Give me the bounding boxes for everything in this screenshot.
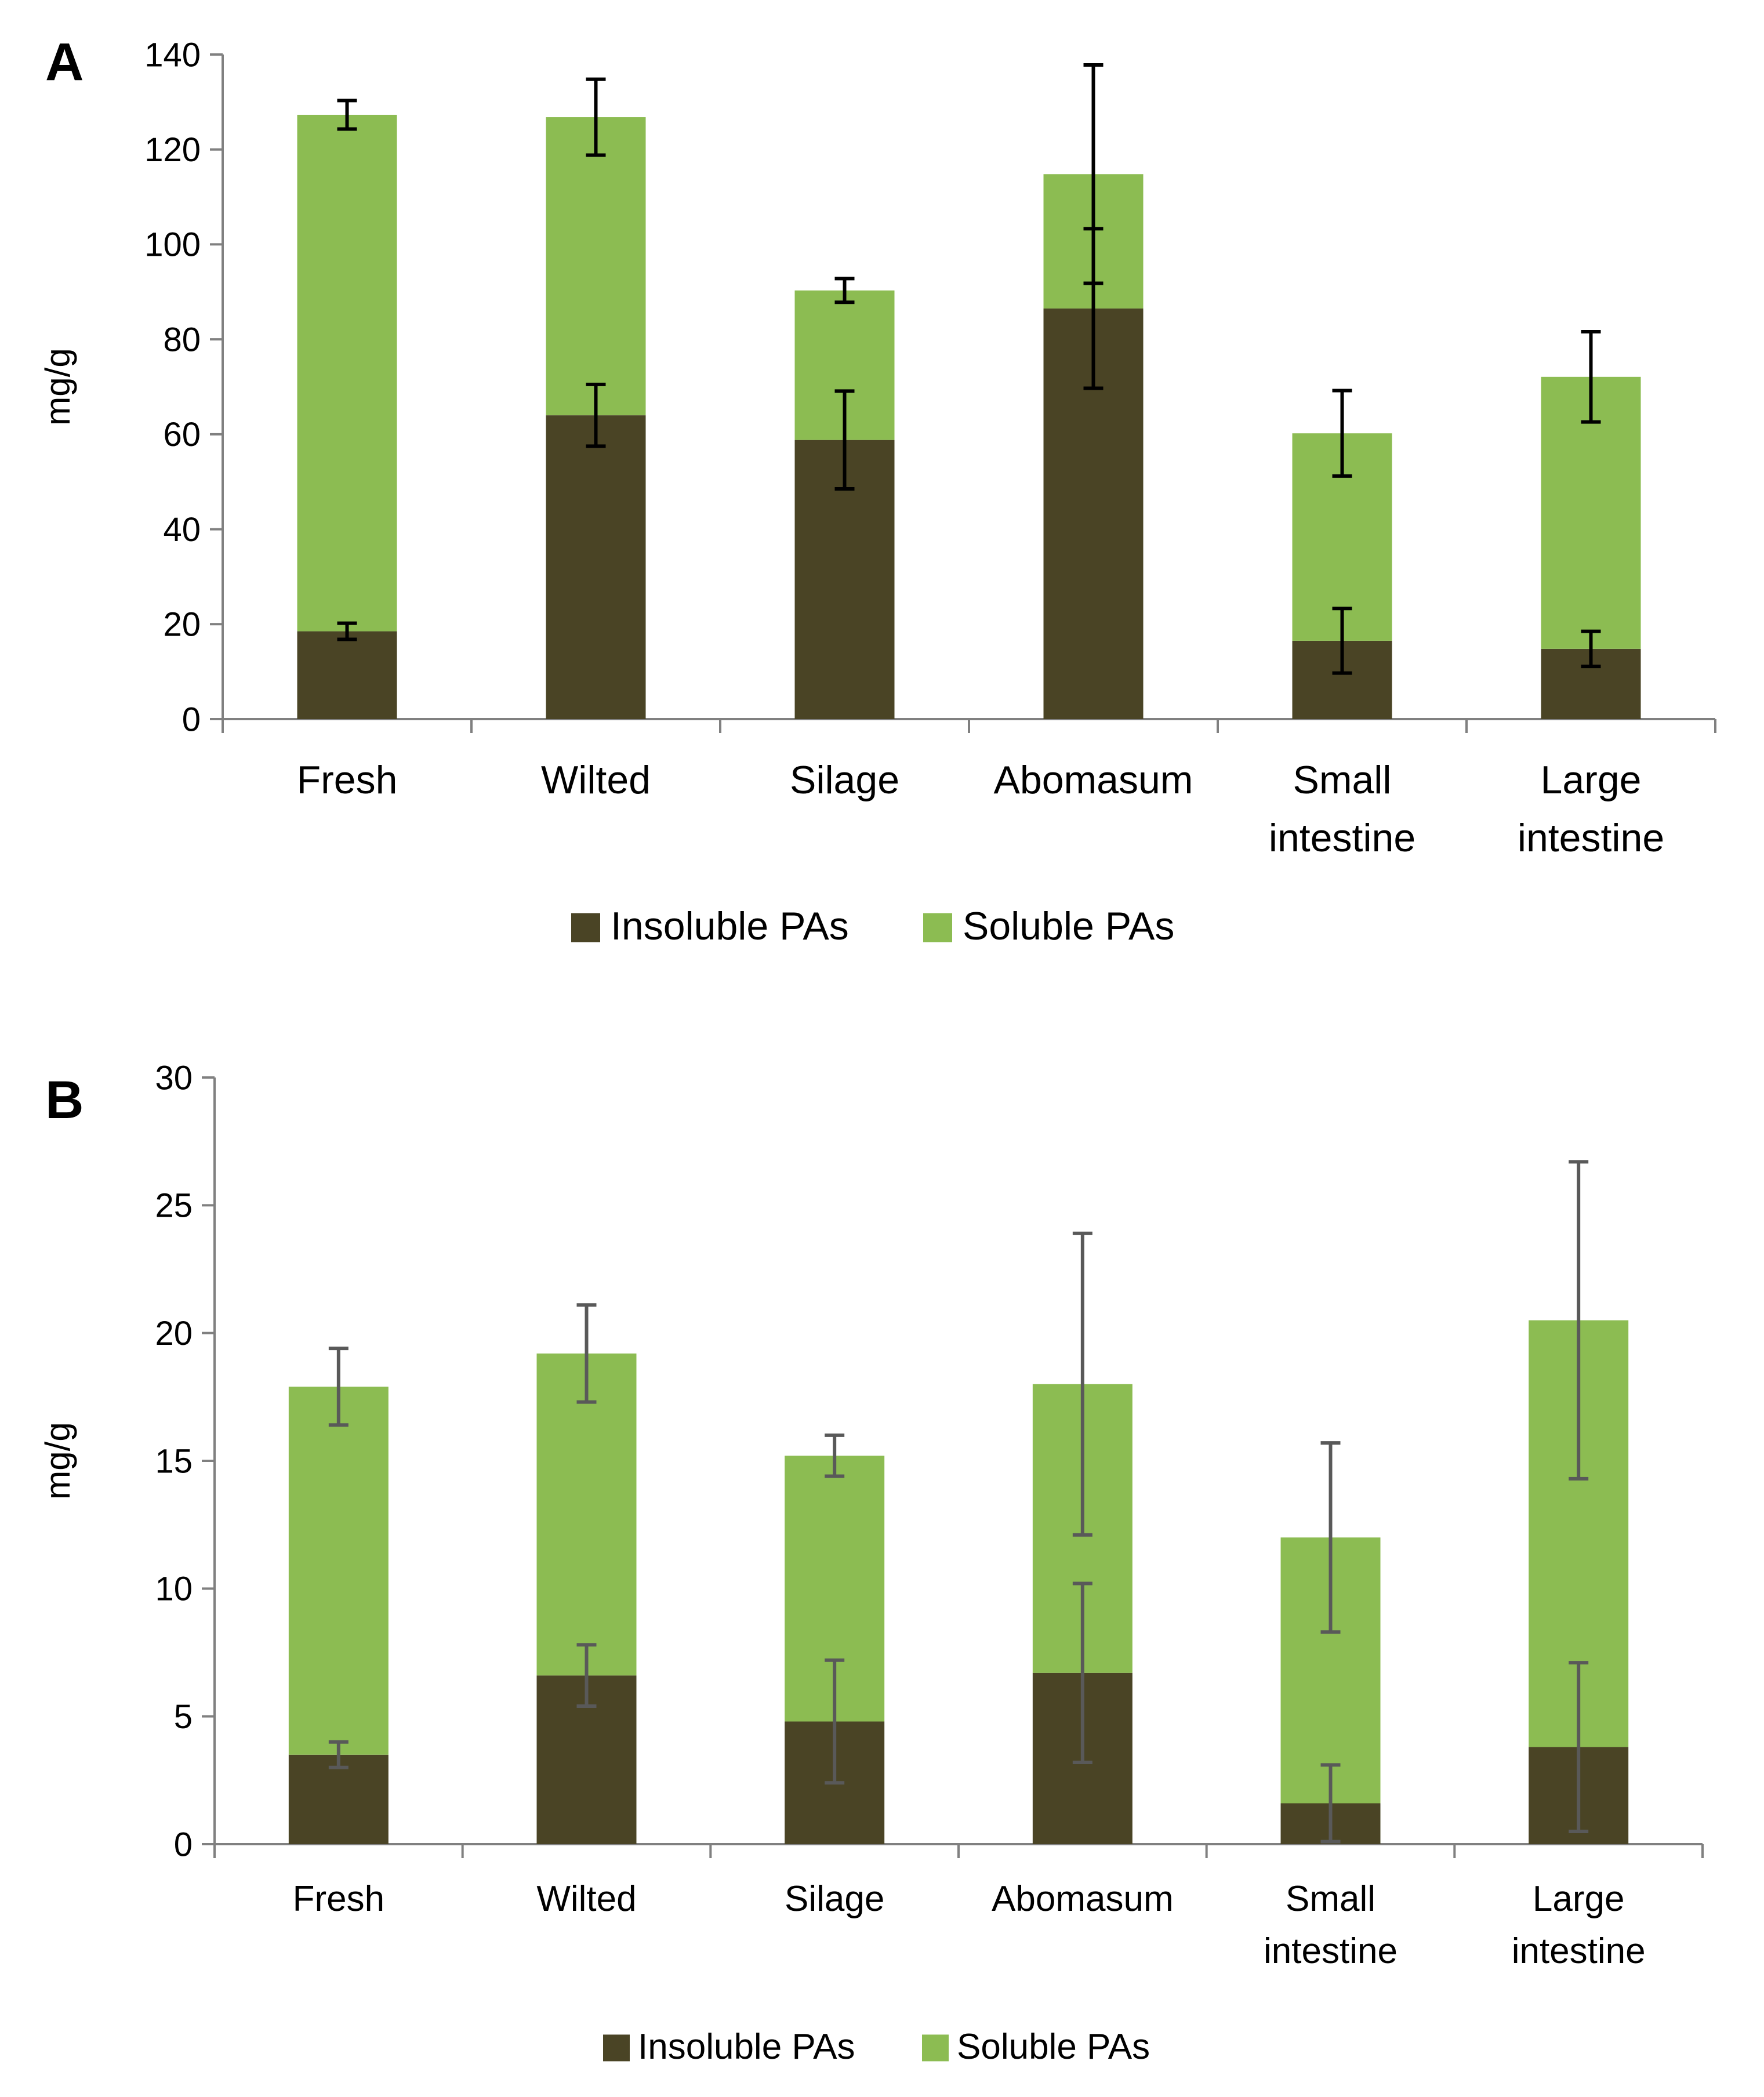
x-category-label: Fresh [297,758,398,802]
legend-label-soluble: Soluble PAs [963,904,1174,948]
bar-soluble [536,1353,637,1676]
legend-swatch-insoluble [571,913,600,942]
legend-swatch-insoluble [603,2034,630,2062]
x-category-label: Abomasum [994,758,1193,802]
y-axis-label: mg/g [38,348,77,425]
legend-swatch-soluble [923,913,952,942]
bar-soluble [546,117,646,416]
legend-label-soluble: Soluble PAs [957,2027,1150,2067]
y-tick-label: 15 [155,1442,193,1480]
bar-insoluble [288,1754,389,1844]
y-tick-label: 30 [155,1059,193,1097]
x-category-label: intestine [1512,1931,1646,1971]
bar-soluble [297,114,397,632]
legend-label-insoluble: Insoluble PAs [611,904,849,948]
y-tick-label: 25 [155,1187,193,1225]
legend-swatch-soluble [922,2034,949,2062]
x-category-label: intestine [1269,816,1415,860]
y-tick-label: 0 [174,1826,193,1863]
y-tick-label: 120 [144,131,201,169]
x-category-label: Wilted [541,758,651,802]
x-category-label: Small [1286,1879,1375,1919]
x-category-label: Silage [790,758,899,802]
y-tick-label: 140 [144,36,201,74]
panel-label: A [45,32,84,92]
legend-label-insoluble: Insoluble PAs [638,2027,855,2067]
chart-panel-a: A 0 20 40 60 80 100 120 140 mg/g Fresh Wilted Silage… [38,32,1716,948]
x-category-label: Large [1533,1879,1625,1919]
x-category-label: Abomasum [992,1879,1174,1919]
panel-label: B [45,1071,84,1130]
y-tick-label: 40 [163,511,201,549]
y-axis-label: mg/g [38,1422,77,1499]
bar-insoluble [546,415,646,719]
chart-panel-b: B 0 5 10 15 20 25 30 mg/g Fresh Wilted Silage Abomas… [38,1059,1704,2067]
x-category-label: Silage [785,1879,884,1919]
y-tick-label: 100 [144,226,201,264]
y-tick-label: 0 [182,701,201,738]
y-tick-label: 20 [155,1315,193,1352]
bar-soluble [288,1387,389,1755]
x-category-label: intestine [1518,816,1664,860]
x-category-label: Small [1293,758,1391,802]
y-tick-label: 80 [163,321,201,358]
y-tick-label: 5 [174,1698,193,1736]
y-tick-label: 10 [155,1570,193,1608]
x-category-label: intestine [1264,1931,1398,1971]
bar-insoluble [297,631,397,719]
x-category-label: Wilted [536,1879,636,1919]
y-tick-label: 60 [163,416,201,453]
x-category-label: Fresh [293,1879,384,1919]
x-category-label: Large [1541,758,1642,802]
y-tick-label: 20 [163,606,201,644]
